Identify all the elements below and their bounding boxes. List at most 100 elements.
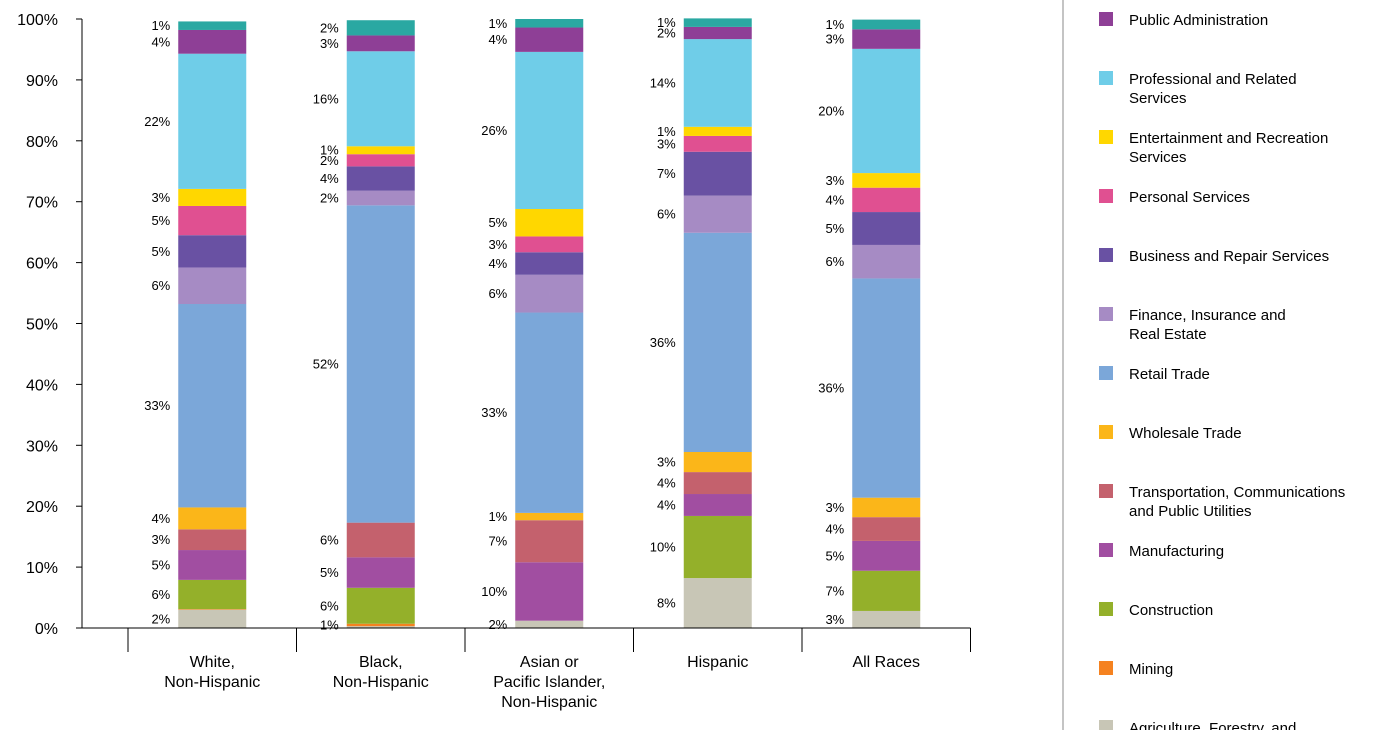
segment-value-label: 1% bbox=[657, 15, 676, 30]
bar-segment bbox=[683, 494, 752, 516]
bar-segment bbox=[852, 278, 921, 498]
legend-label: Transportation, Communications and Public… bbox=[1129, 484, 1345, 520]
legend-item: Agriculture, Forestry, andFisheries bbox=[1099, 720, 1296, 730]
bar-stack: 8%10%4%4%3%36%6%7%3%1%14%2%1% bbox=[650, 15, 752, 628]
bar-segment bbox=[178, 235, 247, 268]
segment-value-label: 3% bbox=[825, 612, 844, 627]
segment-value-label: 7% bbox=[657, 166, 676, 181]
bar-segment bbox=[178, 267, 247, 305]
bar-segment bbox=[178, 507, 247, 530]
bar-segment bbox=[346, 626, 415, 628]
bar-segment bbox=[683, 126, 752, 136]
category-label: All Races bbox=[852, 654, 920, 671]
legend-swatch bbox=[1099, 189, 1113, 203]
legend-swatch bbox=[1099, 71, 1113, 85]
bar-segment bbox=[515, 274, 584, 313]
segment-value-label: 5% bbox=[825, 221, 844, 236]
bar-stack: 2%6%5%3%4%33%6%5%5%3%22%4%1% bbox=[144, 18, 247, 628]
legend-label: Wholesale Trade bbox=[1129, 425, 1242, 442]
segment-value-label: 3% bbox=[657, 136, 676, 151]
legend-item: Personal Services bbox=[1099, 189, 1250, 206]
segment-value-label: 2% bbox=[151, 611, 170, 626]
segment-value-label: 8% bbox=[657, 596, 676, 611]
bar-segment bbox=[178, 529, 247, 551]
bar-segment bbox=[852, 212, 921, 245]
segment-value-label: 3% bbox=[657, 455, 676, 470]
segment-value-label: 52% bbox=[313, 356, 339, 371]
bar-segment bbox=[515, 252, 584, 275]
legend-label: Manufacturing bbox=[1129, 543, 1224, 560]
bar-segment bbox=[683, 451, 752, 473]
segment-value-label: 10% bbox=[481, 584, 507, 599]
bar-segment bbox=[515, 27, 584, 52]
bar-segment bbox=[515, 620, 584, 628]
legend-label: Mining bbox=[1129, 661, 1173, 678]
bar-segment bbox=[346, 557, 415, 588]
bar-segment bbox=[515, 520, 584, 563]
bar-segment bbox=[852, 173, 921, 188]
legend-swatch bbox=[1099, 130, 1113, 144]
segment-value-label: 6% bbox=[320, 598, 339, 613]
y-tick-label: 60% bbox=[26, 256, 58, 273]
legend-label: Construction bbox=[1129, 602, 1213, 619]
segment-value-label: 3% bbox=[825, 500, 844, 515]
bar-segment bbox=[852, 19, 921, 30]
bar-segment bbox=[178, 205, 247, 236]
legend-item: Business and Repair Services bbox=[1099, 248, 1329, 265]
bar-segment bbox=[178, 188, 247, 206]
segment-value-label: 4% bbox=[657, 497, 676, 512]
bar-segment bbox=[178, 21, 247, 30]
bar-segment bbox=[346, 154, 415, 167]
segment-value-label: 4% bbox=[151, 34, 170, 49]
legend-item: Construction bbox=[1099, 602, 1213, 619]
bar-segment bbox=[346, 20, 415, 36]
legend-label: Professional and Related Services bbox=[1129, 71, 1297, 107]
bar-segment bbox=[683, 151, 752, 196]
segment-value-label: 1% bbox=[320, 143, 339, 158]
bars: 2%6%5%3%4%33%6%5%5%3%22%4%1%1%6%5%6%52%2… bbox=[144, 15, 921, 632]
bar-segment bbox=[178, 609, 247, 628]
bar-segment bbox=[683, 18, 752, 27]
segment-value-label: 5% bbox=[151, 213, 170, 228]
y-tick-label: 50% bbox=[26, 317, 58, 334]
legend-item: Entertainment and Recreation Services bbox=[1099, 130, 1328, 166]
legend-swatch bbox=[1099, 366, 1113, 380]
segment-value-label: 1% bbox=[151, 18, 170, 33]
legend-item: Wholesale Trade bbox=[1099, 425, 1242, 442]
bar-segment bbox=[178, 304, 247, 508]
y-tick-label: 0% bbox=[35, 621, 58, 638]
legend-swatch bbox=[1099, 484, 1113, 498]
legend-label: Public Administration bbox=[1129, 12, 1268, 29]
segment-value-label: 2% bbox=[657, 26, 676, 41]
legend-swatch bbox=[1099, 307, 1113, 321]
bar-stack: 3%7%5%4%3%36%6%5%4%3%20%3%1% bbox=[818, 17, 921, 628]
y-tick-label: 20% bbox=[26, 499, 58, 516]
legend-label: Entertainment and Recreation Services bbox=[1129, 130, 1328, 166]
segment-value-label: 10% bbox=[650, 540, 676, 555]
legend-swatch bbox=[1099, 425, 1113, 439]
segment-value-label: 6% bbox=[825, 254, 844, 269]
segment-value-label: 3% bbox=[488, 237, 507, 252]
bar-segment bbox=[852, 29, 921, 49]
segment-value-label: 3% bbox=[825, 173, 844, 188]
category-label: Hispanic bbox=[687, 654, 748, 671]
legend-swatch bbox=[1099, 12, 1113, 26]
bar-segment bbox=[346, 522, 415, 558]
bar-segment bbox=[683, 39, 752, 127]
y-tick-label: 10% bbox=[26, 560, 58, 577]
segment-value-label: 3% bbox=[825, 32, 844, 47]
segment-value-label: 16% bbox=[313, 91, 339, 106]
bar-segment bbox=[515, 236, 584, 253]
bar-segment bbox=[515, 51, 584, 210]
segment-value-label: 20% bbox=[818, 103, 844, 118]
bar-stack: 2%10%7%1%33%6%4%3%5%26%4%1% bbox=[481, 16, 584, 632]
bar-segment bbox=[852, 517, 921, 541]
segment-value-label: 3% bbox=[151, 532, 170, 547]
segment-value-label: 3% bbox=[320, 36, 339, 51]
segment-value-label: 2% bbox=[488, 617, 507, 632]
segment-value-label: 6% bbox=[151, 587, 170, 602]
bar-segment bbox=[346, 51, 415, 147]
segment-value-label: 1% bbox=[825, 17, 844, 32]
legend-item: Mining bbox=[1099, 661, 1173, 678]
y-axis: 0% 10% 20% 30% 40% 50% 60% 70% 80% 90% 100% bbox=[17, 12, 83, 638]
